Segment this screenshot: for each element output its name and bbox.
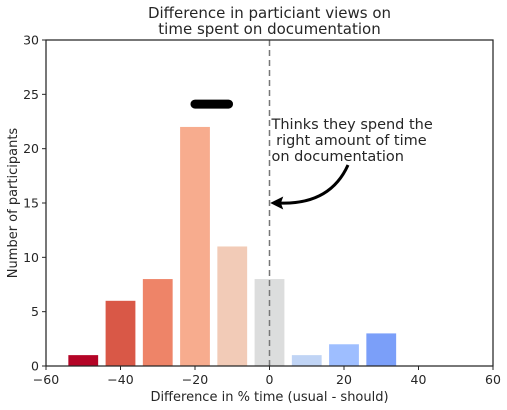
y-tick-label-0: 0 — [31, 359, 39, 374]
annotation-layer: Thinks they spend the right amount of ti… — [270, 117, 433, 210]
bar-8 — [366, 333, 397, 366]
y-tick-label-2: 10 — [23, 250, 39, 265]
x-tick-label-0: −60 — [33, 372, 59, 387]
annotation-arrowhead — [270, 196, 284, 210]
y-tick-label-4: 20 — [23, 141, 39, 156]
bar-0 — [68, 355, 99, 366]
bar-4 — [217, 246, 248, 366]
bar-7 — [329, 344, 359, 366]
x-tick-label-2: −20 — [182, 372, 208, 387]
chart-title-line-2: time spent on documentation — [158, 20, 380, 38]
chart-title-line-1: Difference in particiant views on — [148, 4, 391, 22]
y-axis-label: Number of participants — [6, 128, 21, 279]
bar-6 — [291, 355, 322, 366]
x-ticks: −60 −40 −20 0 20 40 60 — [33, 366, 501, 387]
x-tick-label-1: −40 — [107, 372, 133, 387]
annotation-line-0: Thinks they spend the — [271, 117, 433, 133]
x-axis-label: Difference in % time (usual - should) — [150, 390, 388, 405]
bar-1 — [105, 300, 136, 366]
bar-2 — [142, 279, 173, 366]
x-tick-label-4: 20 — [336, 372, 352, 387]
annotation-line-1: right amount of time — [272, 133, 427, 149]
y-ticks: 0 5 10 15 20 25 30 — [23, 33, 46, 374]
x-tick-label-6: 60 — [485, 372, 501, 387]
y-tick-label-6: 30 — [23, 33, 39, 48]
bar-3 — [180, 126, 210, 366]
x-tick-label-5: 40 — [411, 372, 427, 387]
annotation-line-2: on documentation — [272, 149, 405, 165]
y-tick-label-1: 5 — [31, 304, 39, 319]
y-tick-label-5: 25 — [23, 87, 39, 102]
annotation-arrow — [279, 164, 350, 205]
x-tick-label-3: 0 — [266, 372, 274, 387]
y-tick-label-3: 15 — [23, 196, 39, 211]
